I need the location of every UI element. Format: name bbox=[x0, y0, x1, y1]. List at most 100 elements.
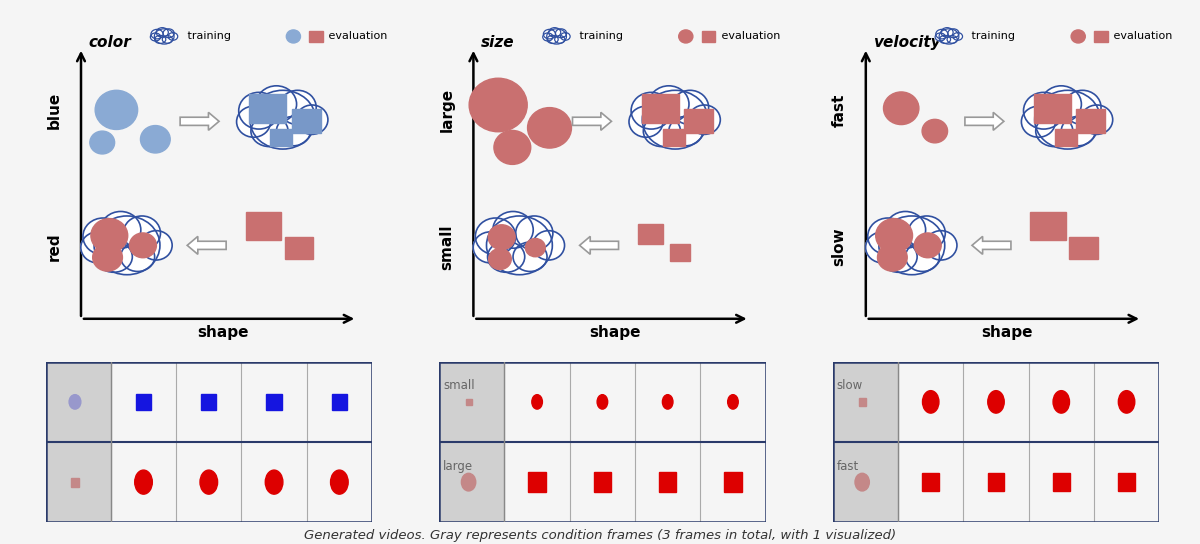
Circle shape bbox=[1072, 30, 1085, 43]
Text: red: red bbox=[47, 233, 62, 261]
Bar bbox=[1118, 473, 1135, 491]
Bar bbox=[684, 109, 713, 133]
Ellipse shape bbox=[544, 29, 556, 39]
FancyArrow shape bbox=[972, 236, 1010, 255]
Ellipse shape bbox=[940, 35, 950, 44]
Ellipse shape bbox=[547, 35, 558, 44]
Ellipse shape bbox=[83, 218, 124, 255]
Circle shape bbox=[876, 219, 912, 252]
Circle shape bbox=[95, 90, 138, 129]
Ellipse shape bbox=[124, 216, 161, 250]
Ellipse shape bbox=[200, 470, 217, 494]
Text: slow: slow bbox=[836, 379, 863, 392]
Text: small: small bbox=[439, 224, 455, 270]
Ellipse shape bbox=[1034, 90, 1100, 149]
Ellipse shape bbox=[631, 92, 672, 129]
FancyArrow shape bbox=[180, 113, 220, 131]
Ellipse shape bbox=[296, 105, 328, 134]
Circle shape bbox=[526, 238, 545, 257]
Circle shape bbox=[92, 244, 122, 271]
Ellipse shape bbox=[643, 115, 680, 147]
Ellipse shape bbox=[150, 33, 161, 41]
Ellipse shape bbox=[556, 29, 566, 38]
Circle shape bbox=[469, 78, 527, 132]
Text: shape: shape bbox=[982, 325, 1033, 340]
Bar bbox=[1034, 94, 1072, 123]
Ellipse shape bbox=[668, 116, 703, 146]
Ellipse shape bbox=[727, 394, 738, 409]
Bar bbox=[202, 393, 216, 410]
Ellipse shape bbox=[168, 33, 178, 40]
Ellipse shape bbox=[532, 394, 542, 409]
Bar bbox=[702, 30, 715, 42]
Bar bbox=[594, 473, 611, 492]
Bar bbox=[988, 473, 1004, 491]
Bar bbox=[638, 224, 664, 244]
Ellipse shape bbox=[475, 218, 516, 255]
Ellipse shape bbox=[878, 216, 944, 275]
Circle shape bbox=[91, 219, 127, 252]
Ellipse shape bbox=[689, 105, 720, 134]
Ellipse shape bbox=[925, 231, 956, 260]
Bar bbox=[858, 398, 865, 406]
Circle shape bbox=[488, 225, 515, 250]
Bar bbox=[1076, 109, 1105, 133]
Ellipse shape bbox=[516, 216, 553, 250]
Ellipse shape bbox=[988, 391, 1004, 413]
Ellipse shape bbox=[1036, 115, 1073, 147]
Bar bbox=[439, 362, 504, 522]
Ellipse shape bbox=[486, 216, 552, 275]
Ellipse shape bbox=[1042, 86, 1081, 122]
Ellipse shape bbox=[642, 90, 708, 149]
Ellipse shape bbox=[257, 86, 296, 122]
Ellipse shape bbox=[908, 216, 946, 250]
Ellipse shape bbox=[155, 35, 166, 44]
Ellipse shape bbox=[250, 90, 316, 149]
Ellipse shape bbox=[948, 29, 959, 38]
Ellipse shape bbox=[662, 394, 673, 409]
FancyArrow shape bbox=[965, 113, 1004, 131]
Ellipse shape bbox=[868, 218, 908, 255]
Ellipse shape bbox=[886, 212, 925, 248]
Ellipse shape bbox=[941, 28, 953, 37]
Bar bbox=[292, 109, 320, 133]
Ellipse shape bbox=[330, 470, 348, 494]
Ellipse shape bbox=[1061, 116, 1096, 146]
FancyArrow shape bbox=[572, 113, 612, 131]
Bar bbox=[833, 362, 898, 522]
Ellipse shape bbox=[548, 28, 560, 37]
Ellipse shape bbox=[547, 29, 566, 44]
Bar bbox=[1094, 30, 1108, 42]
Ellipse shape bbox=[560, 33, 570, 40]
Ellipse shape bbox=[121, 242, 155, 271]
Ellipse shape bbox=[140, 231, 172, 260]
Ellipse shape bbox=[940, 29, 959, 44]
Text: evaluation: evaluation bbox=[718, 32, 780, 41]
Ellipse shape bbox=[95, 242, 132, 273]
Circle shape bbox=[528, 108, 571, 148]
Ellipse shape bbox=[94, 216, 160, 275]
Ellipse shape bbox=[936, 29, 948, 39]
Bar bbox=[310, 30, 323, 42]
Circle shape bbox=[461, 473, 475, 491]
Ellipse shape bbox=[598, 394, 607, 409]
Ellipse shape bbox=[280, 90, 317, 125]
Ellipse shape bbox=[629, 106, 662, 137]
Ellipse shape bbox=[101, 212, 140, 248]
Circle shape bbox=[883, 92, 919, 125]
Bar bbox=[724, 473, 742, 492]
Ellipse shape bbox=[163, 29, 174, 38]
Ellipse shape bbox=[923, 391, 938, 413]
Text: training: training bbox=[576, 32, 623, 41]
Bar bbox=[528, 473, 546, 492]
Circle shape bbox=[70, 394, 80, 409]
Bar bbox=[1054, 473, 1069, 491]
Circle shape bbox=[90, 131, 115, 154]
Ellipse shape bbox=[493, 212, 533, 248]
Ellipse shape bbox=[276, 116, 311, 146]
Ellipse shape bbox=[473, 232, 508, 263]
Ellipse shape bbox=[672, 90, 709, 125]
Ellipse shape bbox=[865, 232, 900, 263]
Circle shape bbox=[914, 233, 941, 258]
Ellipse shape bbox=[162, 35, 173, 43]
